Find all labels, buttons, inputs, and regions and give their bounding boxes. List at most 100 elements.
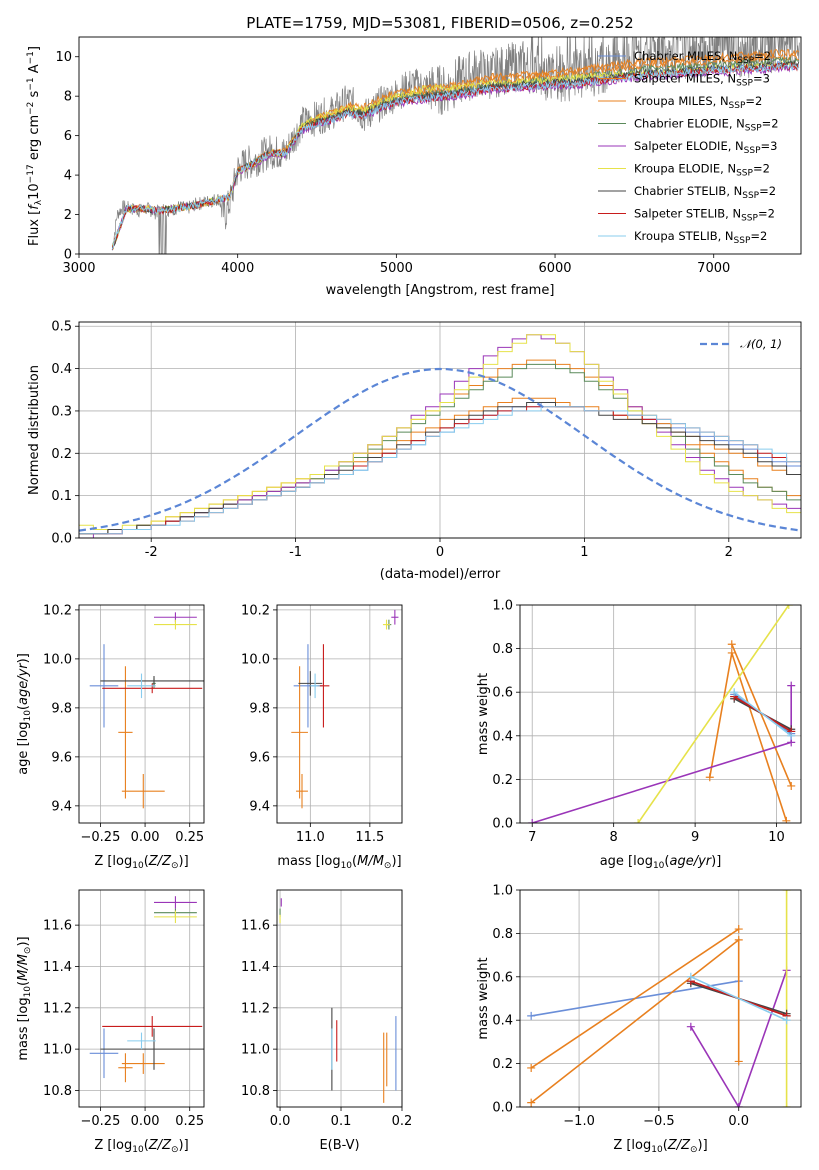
text-span: ( [352, 854, 357, 869]
text-span: ( [16, 981, 31, 986]
y-tick-label: 0 [64, 248, 72, 263]
weight-line [731, 643, 792, 787]
x-tick-label: −0.25 [81, 830, 121, 845]
y-tick-label: 9.8 [249, 701, 270, 716]
y-tick-label: 9.8 [51, 701, 72, 716]
y-axis-label: Normed distribution [27, 365, 42, 495]
text-span: mass [log [16, 997, 31, 1060]
text-span: Chabrier MILES, N [634, 49, 737, 63]
y-tick-label: 0.2 [492, 773, 513, 788]
text-span: M/M [357, 854, 384, 869]
y-tick-label: 4 [64, 169, 72, 184]
chart-title: PLATE=1759, MJD=53081, FIBERID=0506, z=0… [246, 14, 633, 32]
x-tick-label: 0.00 [131, 1114, 160, 1129]
legend-label: Salpeter STELIB, NSSP=2 [634, 207, 775, 224]
text-span: =2 [758, 207, 775, 221]
error-point [154, 910, 197, 924]
y-tick-label: 0.4 [51, 362, 72, 377]
text-span: −1 [26, 51, 36, 64]
text-span: f [27, 203, 42, 210]
y-tick-label: 9.6 [51, 750, 72, 765]
weight-line [530, 928, 740, 1069]
y-tick-label: 0.4 [492, 1014, 513, 1029]
text-span: )] [179, 854, 189, 869]
x-tick-label: 0.25 [175, 1114, 204, 1129]
text-span: SSP [741, 214, 758, 224]
y-tick-label: 11.2 [43, 1001, 72, 1016]
text-span: )] [179, 1138, 189, 1153]
residuals-axes: -2 -1 0 1 2 0.0 0.1 0.2 0.3 0.4 0.5 [51, 320, 801, 560]
y-tick-label: 10.0 [43, 652, 72, 667]
x-tick-label: −0.5 [643, 1114, 675, 1129]
text-span: ( [144, 854, 149, 869]
x-axis-label: E(B-V) [319, 1138, 359, 1153]
weight-marker [634, 819, 643, 823]
y-tick-label: 11.6 [43, 919, 72, 934]
legend-label: Kroupa ELODIE, NSSP=2 [634, 162, 770, 179]
y-tick-label: 0.8 [492, 927, 513, 942]
mass_vs_Z-frame [78, 889, 205, 1108]
text-span: Z [log [94, 854, 132, 869]
error-point [118, 1053, 133, 1083]
x-tick-label: 5000 [380, 261, 413, 276]
text-span: ⊙ [171, 861, 179, 871]
x-axis-label: mass [log10(M/M⊙)] [277, 854, 401, 871]
text-span: 10 [23, 986, 33, 998]
y-tick-label: 9.4 [51, 799, 72, 814]
x-tick-label: -2 [145, 545, 158, 560]
text-span: ( [144, 1138, 149, 1153]
weight-marker [528, 819, 537, 823]
text-span: Kroupa STELIB, N [634, 229, 734, 243]
x-tick-label: 7 [528, 830, 536, 845]
y-tick-label: 11.2 [241, 1001, 270, 1016]
x-tick-label: 11.5 [355, 830, 384, 845]
y-tick-label: 0.0 [492, 817, 513, 832]
y-tick-label: 2 [64, 208, 72, 223]
x-tick-label: 6000 [538, 261, 571, 276]
legend-label: Chabrier STELIB, NSSP=2 [634, 184, 776, 201]
y-axis-label: age [log10(age/yr)] [16, 653, 33, 775]
text-span: Salpeter STELIB, N [634, 207, 741, 221]
x-tick-label: 0.00 [131, 830, 160, 845]
weight-marker [787, 781, 796, 790]
error-point [102, 1016, 203, 1037]
weight-marker [784, 605, 793, 609]
text-span: A [27, 64, 42, 77]
y-tick-label: 0.2 [492, 1057, 513, 1072]
y-tick-label: 10.2 [43, 603, 72, 618]
weight-line [530, 938, 740, 1104]
text-span: SSP [736, 79, 753, 89]
text-span: =3 [761, 139, 778, 153]
x-axis-label: wavelength [Angstrom, rest frame] [326, 283, 555, 298]
text-span: erg cm [27, 115, 42, 164]
weight_vs_Z-axes: −1.0 −0.5 0.0 0.0 0.2 0.4 0.6 0.8 1.0 [492, 884, 801, 1129]
weight_vs_age-lines [528, 605, 796, 823]
y-axis-label: mass weight [476, 957, 491, 1039]
text-span: ( [16, 705, 31, 710]
mass_vs_ebv-frame [276, 889, 403, 1108]
text-span: Z/Z [148, 854, 172, 869]
weight-line [733, 691, 792, 737]
age_vs_Z-points [89, 612, 204, 809]
legend-label: Salpeter MILES, NSSP=3 [634, 72, 770, 89]
text-span: )] [16, 936, 31, 946]
y-axis-label: mass [log10(M/M⊙)] [16, 936, 33, 1060]
normal-curve [79, 367, 801, 532]
text-span: age [log [600, 854, 653, 869]
text-span: SSP [734, 236, 751, 246]
x-tick-label: 2 [725, 545, 733, 560]
text-span: s [27, 90, 42, 101]
text-span: SSP [745, 124, 762, 134]
text-span: 10 [132, 861, 144, 871]
error-point [89, 1028, 119, 1079]
text-span: Z [log [94, 1138, 132, 1153]
y-tick-label: 10.2 [241, 603, 270, 618]
x-tick-label: 0.0 [728, 1114, 749, 1129]
spectrum-model-line [111, 61, 800, 250]
legend-label: Salpeter ELODIE, NSSP=3 [634, 139, 777, 156]
weight-marker [734, 1103, 743, 1107]
y-tick-label: 11.0 [241, 1043, 270, 1058]
legend-label: Kroupa STELIB, NSSP=2 [634, 229, 767, 246]
